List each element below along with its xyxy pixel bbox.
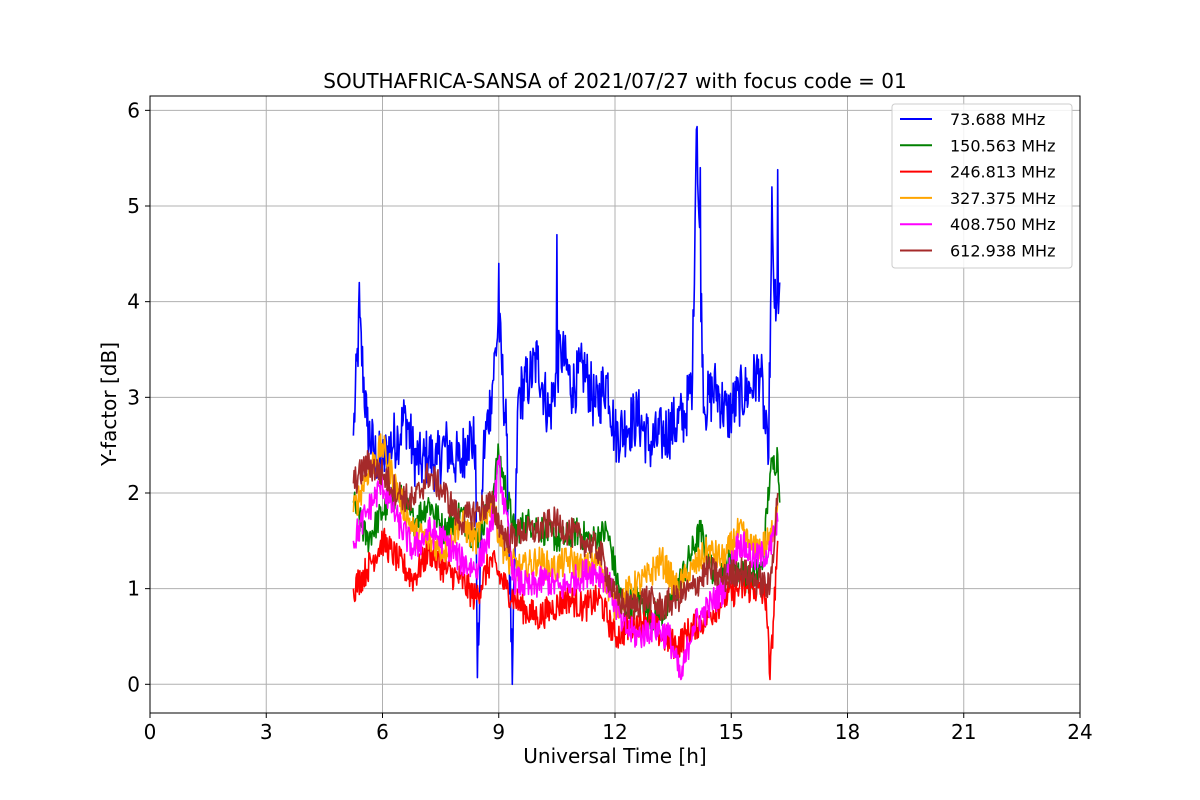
y-axis-label: Y-factor [dB] xyxy=(97,342,121,467)
x-tick-label-3: 9 xyxy=(492,720,505,744)
legend-label-0: 73.688 MHz xyxy=(950,110,1045,129)
y-tick-label-4: 4 xyxy=(127,290,140,314)
legend-box xyxy=(891,103,1073,269)
x-tick-label-6: 18 xyxy=(835,720,860,744)
x-tick-label-0: 0 xyxy=(144,720,157,744)
y-tick-label-1: 1 xyxy=(127,577,140,601)
legend-label-1: 150.563 MHz xyxy=(950,136,1055,155)
y-tick-label-5: 5 xyxy=(127,194,140,218)
series-line-5 xyxy=(352,449,779,621)
series-line-0 xyxy=(352,125,781,686)
legend-label-2: 246.813 MHz xyxy=(950,163,1055,182)
legend-label-5: 612.938 MHz xyxy=(950,242,1055,261)
x-tick-label-2: 6 xyxy=(376,720,389,744)
y-tick-label-6: 6 xyxy=(127,98,140,122)
y-tick-label-0: 0 xyxy=(127,672,140,696)
x-tick-label-8: 24 xyxy=(1067,720,1092,744)
x-tick-label-4: 12 xyxy=(602,720,627,744)
legend: 73.688 MHz 150.563 MHz 246.813 MHz 327.375 … xyxy=(891,103,1073,269)
series-line-4 xyxy=(352,454,779,681)
y-tick-label-3: 3 xyxy=(127,385,140,409)
y-tick-label-2: 2 xyxy=(127,481,140,505)
chart-title: SOUTHAFRICA-SANSA of 2021/07/27 with foc… xyxy=(323,69,907,93)
x-tick-label-7: 21 xyxy=(951,720,976,744)
x-axis-label: Universal Time [h] xyxy=(523,744,706,768)
legend-label-3: 327.375 MHz xyxy=(950,189,1055,208)
legend-label-4: 408.750 MHz xyxy=(950,215,1055,234)
series-layer xyxy=(352,125,781,686)
series-line-2 xyxy=(352,527,779,681)
x-tick-label-5: 15 xyxy=(719,720,744,744)
x-tick-label-1: 3 xyxy=(260,720,273,744)
